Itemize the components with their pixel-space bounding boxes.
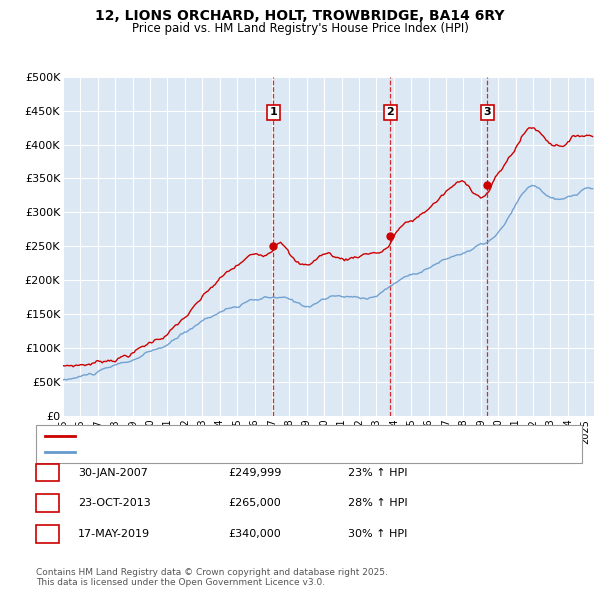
Text: 2: 2	[44, 499, 51, 508]
Text: Contains HM Land Registry data © Crown copyright and database right 2025.
This d: Contains HM Land Registry data © Crown c…	[36, 568, 388, 587]
Text: 30% ↑ HPI: 30% ↑ HPI	[348, 529, 407, 539]
Text: HPI: Average price, semi-detached house, Wiltshire: HPI: Average price, semi-detached house,…	[81, 447, 349, 457]
Text: 3: 3	[44, 529, 51, 539]
Text: 2: 2	[386, 107, 394, 117]
Text: 12, LIONS ORCHARD, HOLT, TROWBRIDGE, BA14 6RY (semi-detached house): 12, LIONS ORCHARD, HOLT, TROWBRIDGE, BA1…	[81, 431, 480, 441]
Text: 17-MAY-2019: 17-MAY-2019	[78, 529, 150, 539]
Text: 23% ↑ HPI: 23% ↑ HPI	[348, 468, 407, 477]
Text: 30-JAN-2007: 30-JAN-2007	[78, 468, 148, 477]
Text: 12, LIONS ORCHARD, HOLT, TROWBRIDGE, BA14 6RY: 12, LIONS ORCHARD, HOLT, TROWBRIDGE, BA1…	[95, 9, 505, 23]
Text: 3: 3	[484, 107, 491, 117]
Text: 1: 1	[269, 107, 277, 117]
Text: £249,999: £249,999	[228, 468, 281, 477]
Text: £340,000: £340,000	[228, 529, 281, 539]
Text: 1: 1	[44, 468, 51, 477]
Text: 23-OCT-2013: 23-OCT-2013	[78, 499, 151, 508]
Text: 28% ↑ HPI: 28% ↑ HPI	[348, 499, 407, 508]
Text: Price paid vs. HM Land Registry's House Price Index (HPI): Price paid vs. HM Land Registry's House …	[131, 22, 469, 35]
Text: £265,000: £265,000	[228, 499, 281, 508]
